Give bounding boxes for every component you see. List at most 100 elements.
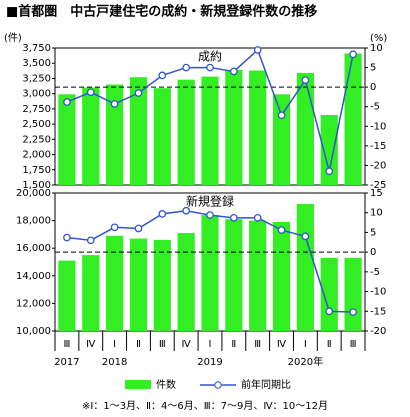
y-tick-label: 2,750 xyxy=(22,104,51,115)
x-tick-label: Ⅱ xyxy=(327,339,332,350)
y2-tick-label: -15 xyxy=(370,306,386,317)
point xyxy=(253,46,262,54)
y-tick-label: 3,750 xyxy=(22,43,51,54)
y2-tick-label: -5 xyxy=(370,102,380,113)
bar xyxy=(106,235,124,331)
point xyxy=(110,223,119,232)
y2-tick-label: -10 xyxy=(370,287,386,298)
bar xyxy=(129,238,148,331)
y2-tick-label: 0 xyxy=(370,82,376,93)
panel-title: 成約 xyxy=(198,49,222,64)
y2-tick-label: 10 xyxy=(370,208,383,219)
bar xyxy=(320,257,338,331)
point xyxy=(325,167,334,176)
y2-tick-label: 10 xyxy=(370,43,383,54)
bar xyxy=(296,204,314,331)
bar xyxy=(82,87,100,185)
bar xyxy=(177,79,195,185)
legend-swatch xyxy=(214,381,222,389)
y2-tick-label: -10 xyxy=(370,121,386,132)
x-tick-label: Ⅱ xyxy=(231,339,236,350)
y2-tick-label: -25 xyxy=(370,180,386,191)
y2-tick-label: -5 xyxy=(370,267,380,278)
y2-axis-label: (%) xyxy=(370,33,387,44)
y2-tick-label: 15 xyxy=(370,188,383,199)
y-tick-label: 1,750 xyxy=(22,165,51,176)
y-tick-label: 2,250 xyxy=(22,134,51,145)
point xyxy=(229,213,238,222)
bar xyxy=(296,72,314,185)
year-label: 2018 xyxy=(102,357,127,368)
x-tick-label: Ⅲ xyxy=(254,339,261,350)
bar xyxy=(225,219,243,331)
point xyxy=(182,63,191,72)
point xyxy=(229,67,238,76)
point xyxy=(277,111,286,120)
bar xyxy=(106,84,124,185)
bar xyxy=(249,70,267,185)
bar xyxy=(344,53,362,186)
bar xyxy=(153,239,171,331)
y-tick-label: 14,000 xyxy=(16,271,51,282)
bar xyxy=(272,94,291,185)
point xyxy=(325,307,334,316)
point xyxy=(158,210,167,218)
point xyxy=(182,206,191,215)
footnote: ※Ⅰ：1～3月、Ⅱ：4～6月、Ⅲ：7～9月、Ⅳ：10～12月 xyxy=(82,400,328,412)
legend-label: 件数 xyxy=(156,378,176,391)
x-tick-label: Ⅲ xyxy=(159,339,166,350)
y-tick-label: 3,000 xyxy=(22,89,51,100)
y-tick-label: 1,500 xyxy=(22,180,51,191)
x-tick-label: Ⅳ xyxy=(86,339,96,350)
point xyxy=(253,213,262,222)
x-tick-label: Ⅳ xyxy=(277,339,287,350)
point xyxy=(206,63,214,72)
y2-tick-label: -15 xyxy=(370,141,386,152)
point xyxy=(63,233,71,242)
x-tick-label: Ⅳ xyxy=(182,339,192,350)
bar xyxy=(82,255,100,331)
year-label: 2019 xyxy=(197,357,222,368)
bar xyxy=(153,88,171,185)
bar xyxy=(177,233,195,331)
y-tick-label: 18,000 xyxy=(16,216,51,227)
point xyxy=(134,89,143,97)
x-tick-label: Ⅰ xyxy=(113,339,116,350)
year-label: 2017 xyxy=(54,357,79,368)
point xyxy=(86,88,95,97)
y-tick-label: 2,000 xyxy=(22,150,51,161)
bar xyxy=(58,260,76,331)
point xyxy=(158,71,167,80)
point xyxy=(301,76,310,84)
y-tick-label: 3,250 xyxy=(22,73,51,84)
bar xyxy=(129,77,148,185)
bar xyxy=(58,94,76,185)
point xyxy=(349,50,357,59)
x-tick-label: Ⅱ xyxy=(136,339,141,350)
legend-label: 前年同期比 xyxy=(241,378,291,391)
y-tick-label: 3,500 xyxy=(22,58,51,69)
y-tick-label: 2,500 xyxy=(22,119,51,130)
y2-tick-label: 0 xyxy=(370,247,376,258)
y2-tick-label: 5 xyxy=(370,227,376,238)
y-axis-label: (件) xyxy=(4,32,22,44)
bar xyxy=(225,69,243,185)
y2-tick-label: 5 xyxy=(370,63,376,74)
bar xyxy=(344,257,362,331)
point xyxy=(277,226,286,234)
y-tick-label: 20,000 xyxy=(16,188,51,199)
x-tick-label: Ⅰ xyxy=(304,339,307,350)
y-tick-label: 16,000 xyxy=(16,243,51,254)
legend-swatch xyxy=(125,380,151,389)
bar xyxy=(272,221,291,331)
point xyxy=(206,211,214,219)
bar xyxy=(320,114,338,185)
panel-title: 新規登録 xyxy=(186,194,234,209)
y-tick-label: 12,000 xyxy=(16,298,51,309)
year-label: 2020年 xyxy=(288,355,323,368)
point xyxy=(301,232,310,241)
y-tick-label: 10,000 xyxy=(16,326,51,337)
chart-title: ■首都圏 中古戸建住宅の成約・新規登録件数の推移 xyxy=(6,4,317,20)
bar xyxy=(201,76,219,185)
point xyxy=(349,308,357,316)
